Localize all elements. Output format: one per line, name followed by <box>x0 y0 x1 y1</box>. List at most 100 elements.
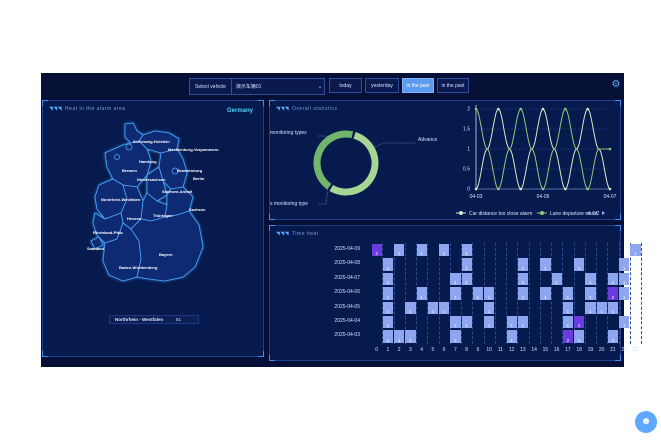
hour-label: 19 <box>587 346 594 353</box>
heat-cell[interactable]: 1 <box>382 316 393 329</box>
chevron-down-icon: ⌄ <box>317 84 323 90</box>
leader-line <box>318 186 329 205</box>
in-the-past-button-1[interactable]: in the past <box>402 78 434 93</box>
heat-cell[interactable]: 1 <box>607 301 618 314</box>
vehicle-select[interactable]: Select vehicle 演示车辆01 ⌄ <box>189 78 325 95</box>
heat-cell[interactable]: 1 <box>450 316 461 329</box>
series-point <box>474 187 478 191</box>
heat-cell[interactable]: 1 <box>461 272 472 286</box>
heat-cell[interactable]: 1 <box>484 287 495 300</box>
robot-icon: ☻ <box>640 416 652 427</box>
hour-label: 18 <box>576 346 582 353</box>
heat-cell[interactable]: 1 <box>484 301 495 314</box>
heat-cell[interactable]: 2 <box>562 330 573 343</box>
heat-cell[interactable]: 1 <box>607 330 618 343</box>
state-bremen[interactable] <box>114 154 120 160</box>
heat-cell[interactable]: 1 <box>382 258 393 271</box>
heat-cell[interactable]: 1 <box>506 330 517 343</box>
heat-cell[interactable]: 1 <box>382 301 393 314</box>
heat-cell[interactable]: 2 <box>371 244 382 257</box>
heat-cell[interactable]: 1 <box>540 287 551 300</box>
heat-cell[interactable]: 1 <box>450 287 461 300</box>
heat-cell[interactable]: 1 <box>394 330 405 343</box>
heat-cell[interactable]: 1 <box>461 258 472 271</box>
heat-cell[interactable]: 1 <box>394 244 405 257</box>
label-niedersachsen: Niedersachsen <box>137 177 166 182</box>
heat-cell[interactable]: 1 <box>416 244 427 257</box>
heat-cell[interactable]: 1 <box>562 316 573 329</box>
heat-cell[interactable]: 1 <box>585 287 596 300</box>
legend-prev-icon <box>587 211 590 215</box>
heat-cell[interactable]: 1 <box>382 272 393 286</box>
heat-cell[interactable]: 2 <box>574 316 585 329</box>
heat-cell[interactable]: 1 <box>619 316 630 329</box>
hour-label: 7 <box>453 346 457 353</box>
heat-map-panel: ◥◥◥ Heat in the alarm area Germany <box>42 100 264 357</box>
vehicle-select-label: Select vehicle <box>190 79 232 94</box>
time-heat-panel: ◥◥◥ Time heat 2025-04-09 2025-04-08 2025-04… <box>269 225 642 362</box>
label-nordrhein-westfalen: Nordrhein-Westfalen <box>101 197 141 202</box>
heat-cell[interactable]: 1 <box>585 272 596 286</box>
series-point <box>519 187 522 191</box>
heat-cell[interactable]: 1 <box>382 287 393 300</box>
today-button[interactable]: today <box>329 78 362 93</box>
series-point <box>586 107 589 111</box>
heat-cell[interactable]: 1 <box>596 301 607 314</box>
hour-label: 2 <box>397 346 401 353</box>
heat-cell[interactable]: 1 <box>405 301 416 314</box>
heat-cell[interactable]: 1 <box>416 287 427 300</box>
grid-divider <box>438 243 440 344</box>
yesterday-button[interactable]: yesterday <box>365 78 399 93</box>
heat-cell[interactable]: 1 <box>517 272 528 286</box>
grid-divider <box>528 243 530 344</box>
heat-cell[interactable]: 1 <box>551 272 562 286</box>
heat-cell[interactable]: 1 <box>405 330 416 343</box>
heat-cell[interactable]: 1 <box>450 272 461 286</box>
hour-label: 15 <box>542 346 549 353</box>
heat-cell[interactable]: 1 <box>461 316 472 329</box>
heat-cell[interactable]: 1 <box>630 244 641 257</box>
series-point <box>564 107 567 111</box>
heat-cell[interactable]: 1 <box>439 244 450 257</box>
heat-cell[interactable]: 1 <box>607 272 618 286</box>
state-hamburg[interactable] <box>125 143 133 151</box>
heat-cell[interactable]: 2 <box>607 287 618 300</box>
label-berlin: Berlin <box>193 176 205 181</box>
label-baden-wuerttemberg: Baden-Württemberg <box>119 265 158 270</box>
x-tick-label: 04-07 <box>604 194 617 200</box>
assistant-button[interactable]: ☻ <box>635 411 657 433</box>
heat-cell[interactable]: 1 <box>484 316 495 329</box>
heat-cell[interactable]: 1 <box>439 301 450 314</box>
hour-label: 8 <box>465 346 469 353</box>
heat-cell[interactable]: 1 <box>517 287 528 300</box>
in-the-past-button-2[interactable]: in the past <box>437 78 469 93</box>
heat-cell[interactable]: 1 <box>540 258 551 271</box>
heat-cell[interactable]: 1 <box>472 287 483 300</box>
heat-cell[interactable]: 1 <box>461 244 472 257</box>
heat-cell[interactable]: 1 <box>562 287 573 300</box>
label-thueringen: Thüringen <box>153 213 173 218</box>
heat-cell[interactable]: 1 <box>619 272 630 286</box>
heat-cell[interactable]: 1 <box>506 316 517 329</box>
row-label: 2025-04-07 <box>334 274 360 281</box>
heat-cell[interactable]: 1 <box>562 301 573 314</box>
series-point <box>541 187 545 191</box>
heat-cell[interactable]: 1 <box>382 330 393 343</box>
tooltip-value: 51 <box>176 317 182 322</box>
line-chart: 0 0.5 1 1.5 2 04-03 04-05 04-07 Car distance too… <box>456 105 617 217</box>
heat-cell[interactable]: 1 <box>619 258 630 271</box>
heat-cell[interactable]: 1 <box>574 330 585 343</box>
gear-icon[interactable]: ⚙ <box>611 79 621 90</box>
state-berlin[interactable] <box>171 167 179 175</box>
heat-cell[interactable]: 1 <box>450 330 461 343</box>
series-point <box>497 107 500 111</box>
time-heat-grid: 2025-04-09 2025-04-08 2025-04-07 2025-04-06… <box>270 226 642 362</box>
heat-cell[interactable]: 1 <box>574 258 585 271</box>
heat-cell[interactable]: 1 <box>517 258 528 271</box>
state-bayern[interactable] <box>130 210 204 282</box>
heat-cell[interactable]: 1 <box>619 287 630 300</box>
heat-cell[interactable]: 1 <box>585 301 596 314</box>
heat-cell[interactable]: 1 <box>517 316 528 329</box>
state-saarland[interactable] <box>90 236 104 250</box>
heat-cell[interactable]: 1 <box>427 301 438 314</box>
